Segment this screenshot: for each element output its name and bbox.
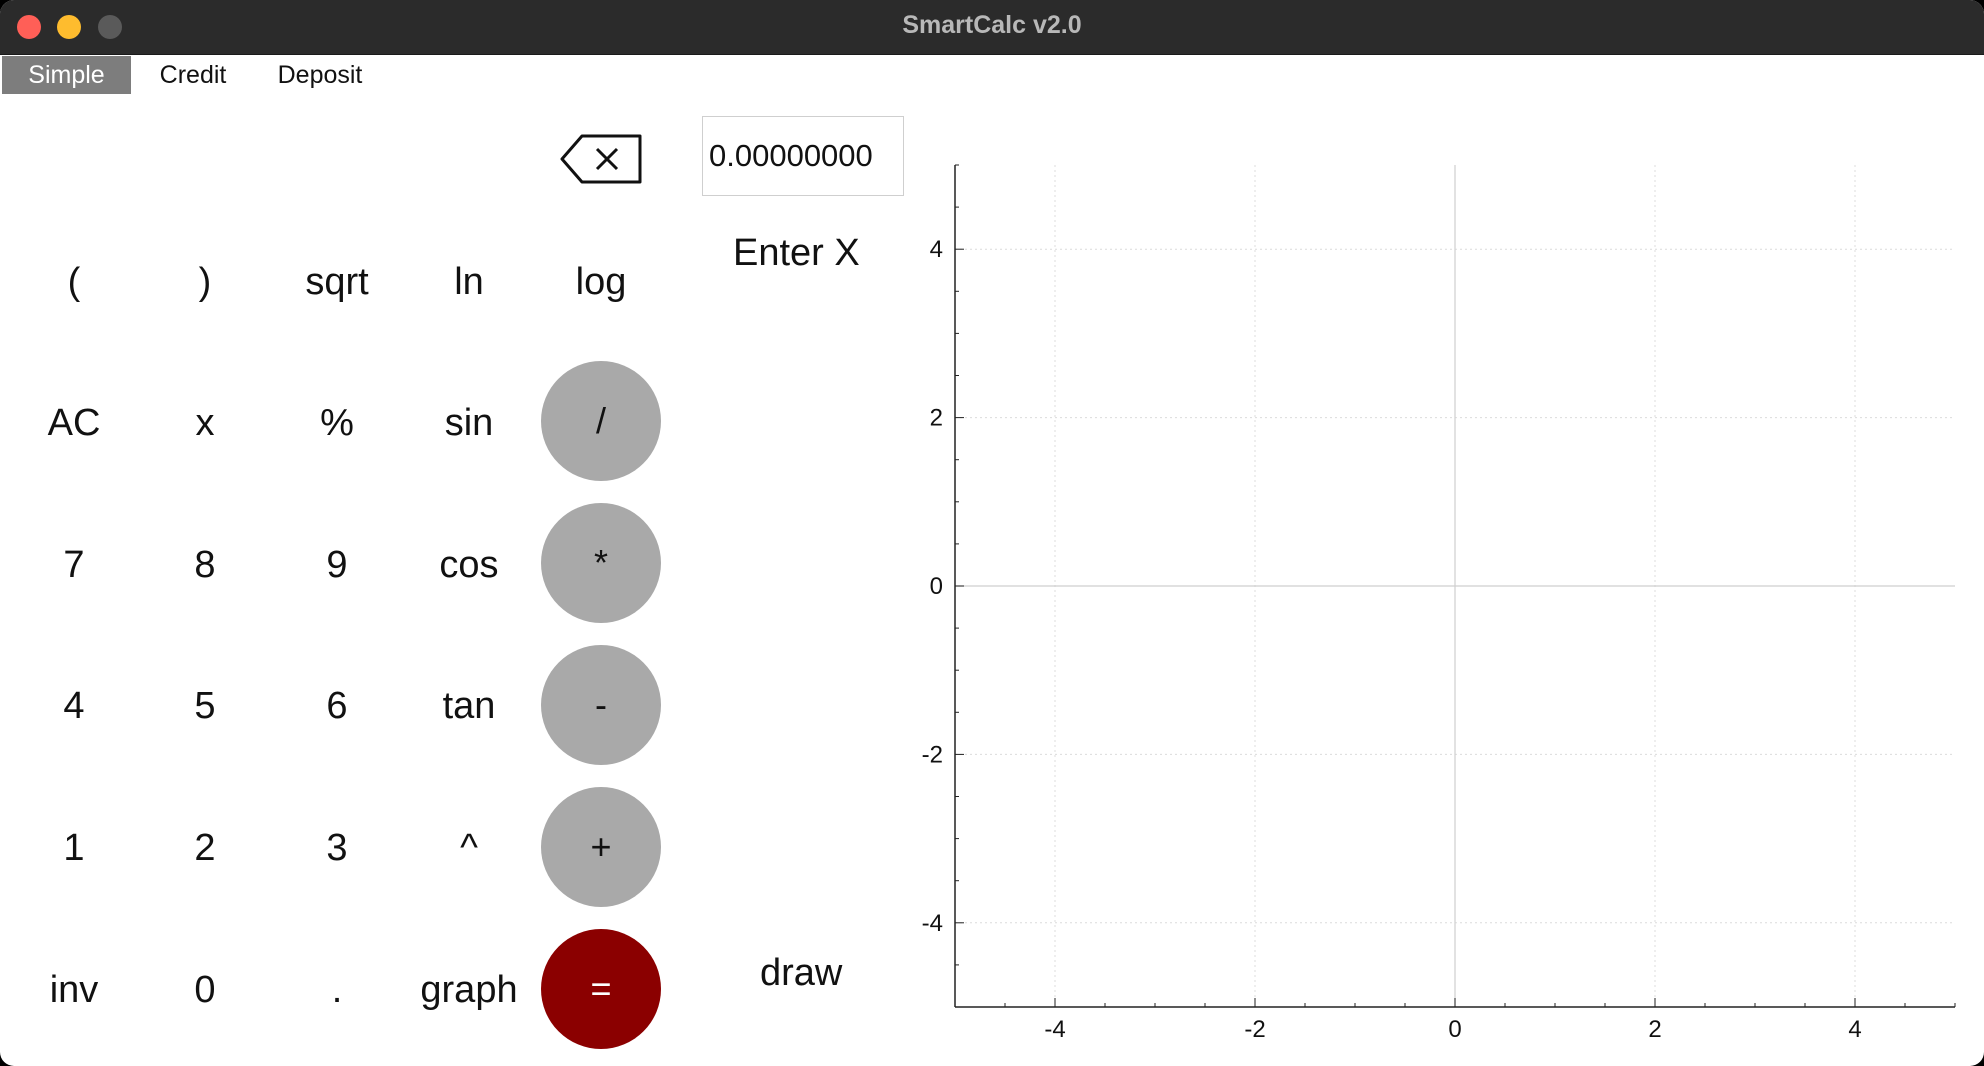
- draw-button[interactable]: draw: [760, 952, 843, 994]
- key-ac[interactable]: AC: [47, 402, 101, 444]
- tab-simple[interactable]: Simple: [2, 56, 131, 94]
- y-tick-label: 2: [930, 405, 943, 432]
- enter-x-label: Enter X: [733, 232, 860, 274]
- x-value-input[interactable]: 0.00000000: [702, 116, 904, 196]
- key-log[interactable]: log: [575, 261, 627, 303]
- backspace-icon: [560, 134, 642, 184]
- key-9[interactable]: 9: [326, 544, 348, 586]
- mode-tabs: Simple Credit Deposit: [2, 56, 385, 94]
- key-inv[interactable]: inv: [49, 969, 99, 1011]
- x-tick-label: 2: [1648, 1016, 1661, 1040]
- key-7[interactable]: 7: [63, 544, 85, 586]
- maximize-window-button[interactable]: [98, 15, 122, 39]
- y-tick-label: -4: [922, 910, 943, 937]
- key-multiply[interactable]: *: [541, 503, 661, 623]
- key-divide[interactable]: /: [541, 361, 661, 481]
- y-tick-label: 4: [930, 236, 943, 263]
- title-bar: SmartCalc v2.0: [0, 0, 1984, 55]
- tab-credit[interactable]: Credit: [159, 61, 227, 89]
- key-0[interactable]: 0: [194, 969, 216, 1011]
- key-power[interactable]: ^: [460, 827, 478, 869]
- key-add[interactable]: +: [541, 787, 661, 907]
- x-tick-label: 4: [1848, 1016, 1861, 1040]
- key-5[interactable]: 5: [194, 685, 216, 727]
- key-2[interactable]: 2: [194, 827, 216, 869]
- x-tick-label: 0: [1448, 1016, 1461, 1040]
- window-title: SmartCalc v2.0: [902, 11, 1082, 39]
- key-6[interactable]: 6: [326, 685, 348, 727]
- key-sin[interactable]: sin: [444, 402, 494, 444]
- key-3[interactable]: 3: [326, 827, 348, 869]
- key-cos[interactable]: cos: [439, 544, 499, 586]
- minimize-window-button[interactable]: [57, 15, 81, 39]
- key-x[interactable]: x: [195, 402, 215, 444]
- key-4[interactable]: 4: [63, 685, 85, 727]
- key-subtract[interactable]: -: [541, 645, 661, 765]
- x-tick-label: -2: [1244, 1016, 1265, 1040]
- key-equals[interactable]: =: [541, 929, 661, 1049]
- tab-deposit[interactable]: Deposit: [277, 61, 363, 89]
- key-close-paren[interactable]: ): [198, 261, 212, 303]
- graph-plot[interactable]: -4 -2 0 2 4 4 2 0 -2 -4: [900, 160, 1960, 1040]
- x-tick-label: -4: [1044, 1016, 1065, 1040]
- y-tick-label: -2: [922, 741, 943, 768]
- backspace-button[interactable]: [560, 134, 644, 184]
- key-tan[interactable]: tan: [442, 685, 496, 727]
- key-decimal[interactable]: .: [331, 969, 343, 1011]
- key-ln[interactable]: ln: [454, 261, 484, 303]
- key-percent[interactable]: %: [320, 402, 354, 444]
- key-1[interactable]: 1: [63, 827, 85, 869]
- key-sqrt[interactable]: sqrt: [305, 261, 369, 303]
- key-8[interactable]: 8: [194, 544, 216, 586]
- key-graph[interactable]: graph: [420, 969, 518, 1011]
- y-tick-label: 0: [930, 573, 943, 600]
- close-window-button[interactable]: [17, 15, 41, 39]
- key-open-paren[interactable]: (: [67, 261, 81, 303]
